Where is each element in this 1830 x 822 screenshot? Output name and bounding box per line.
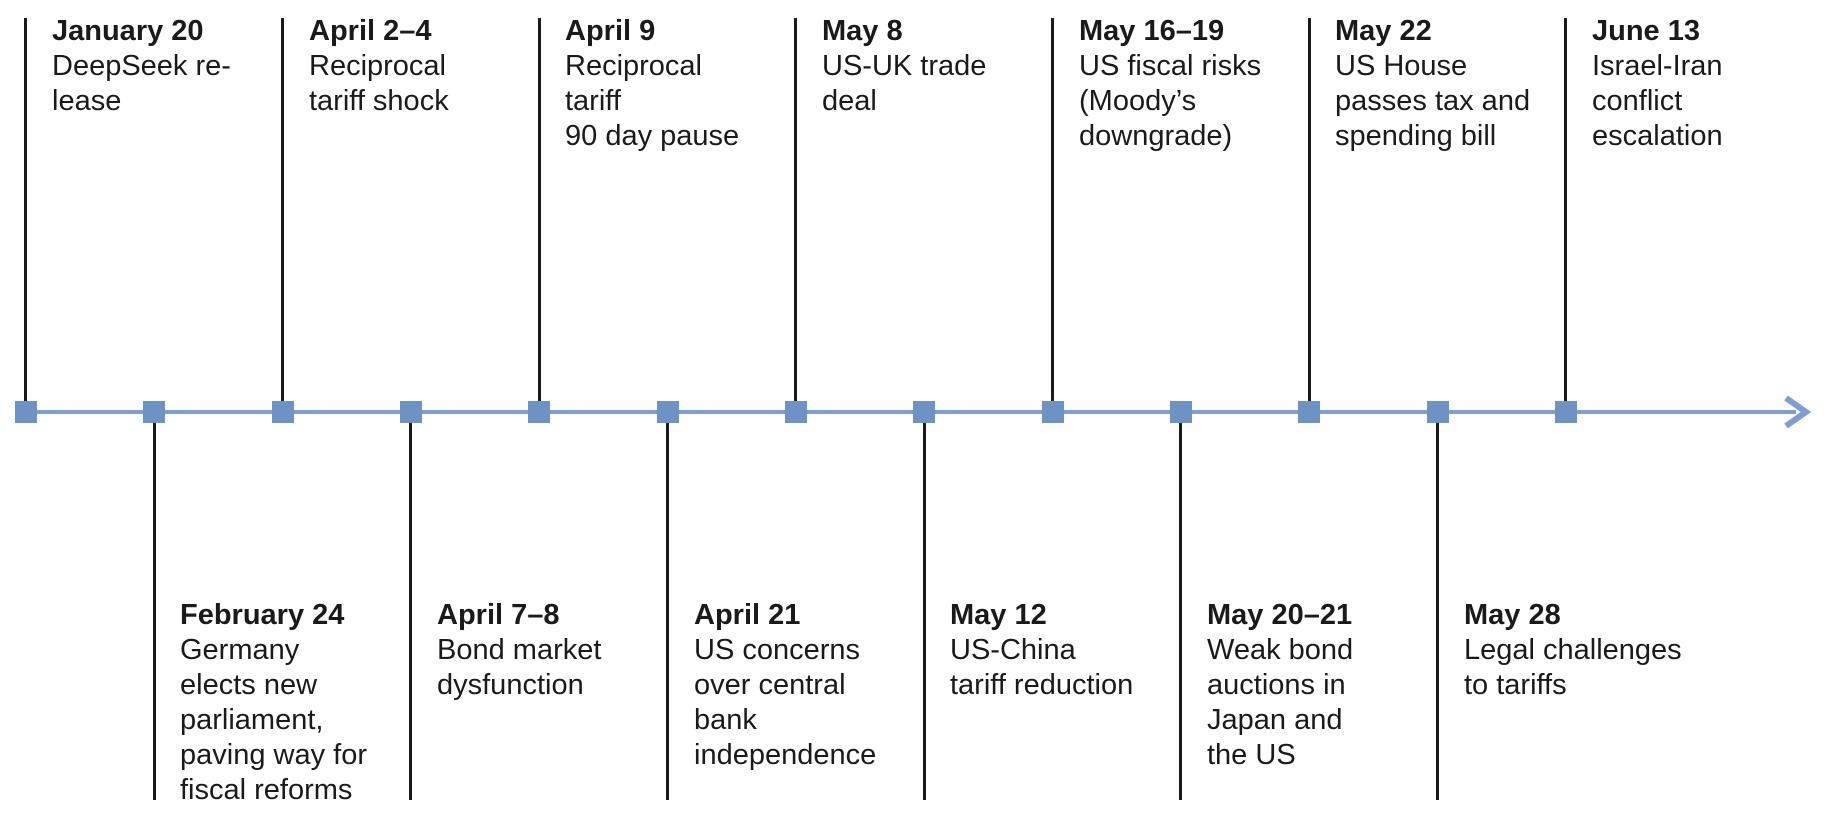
event-description: US-UK trade deal xyxy=(822,50,987,117)
event-above-april-2-4: April 2–4 Reciprocal tariff shock xyxy=(309,14,557,119)
timeline-marker xyxy=(913,401,935,423)
timeline-marker xyxy=(528,401,550,423)
connector-line xyxy=(409,423,412,800)
connector-line xyxy=(153,423,156,800)
event-description: DeepSeek re- lease xyxy=(52,50,231,117)
event-date: April 7–8 xyxy=(437,599,560,631)
event-date: May 12 xyxy=(950,599,1047,631)
event-description: US fiscal risks (Moody’s downgrade) xyxy=(1079,50,1262,152)
event-above-may-22: May 22 US House passes tax and spending … xyxy=(1335,14,1583,154)
event-date: May 8 xyxy=(822,15,903,47)
timeline-axis xyxy=(16,410,1796,414)
event-description: Reciprocal tariff 90 day pause xyxy=(565,50,740,152)
timeline-marker xyxy=(1427,401,1449,423)
event-description: US-China tariff reduction xyxy=(950,634,1134,701)
connector-line xyxy=(666,423,669,800)
event-above-january-20: January 20 DeepSeek re- lease xyxy=(52,14,300,119)
timeline-marker xyxy=(1042,401,1064,423)
event-description: Reciprocal tariff shock xyxy=(309,50,449,117)
event-date: April 21 xyxy=(694,599,801,631)
event-below-april-21: April 21 US concerns over central bank i… xyxy=(694,598,942,773)
event-description: Israel-Iran conflict escalation xyxy=(1592,50,1723,152)
event-description: Weak bond auctions in Japan and the US xyxy=(1207,634,1354,771)
connector-line xyxy=(24,18,27,401)
connector-line xyxy=(281,18,284,401)
event-below-february-24: February 24 Germany elects new parliamen… xyxy=(180,598,428,808)
connector-line xyxy=(923,423,926,800)
event-above-april-9: April 9 Reciprocal tariff 90 day pause xyxy=(565,14,813,154)
timeline-marker xyxy=(1555,401,1577,423)
event-above-may-16-19: May 16–19 US fiscal risks (Moody’s downg… xyxy=(1079,14,1327,154)
timeline-marker xyxy=(1170,401,1192,423)
connector-line xyxy=(1436,423,1439,800)
event-below-may-12: May 12 US-China tariff reduction xyxy=(950,598,1198,703)
arrow-right-icon xyxy=(1784,395,1812,429)
event-date: May 28 xyxy=(1464,599,1561,631)
timeline-marker xyxy=(15,401,37,423)
connector-line xyxy=(1051,18,1054,401)
event-date: May 16–19 xyxy=(1079,15,1225,47)
connector-line xyxy=(794,18,797,401)
timeline-marker xyxy=(143,401,165,423)
event-date: February 24 xyxy=(180,599,345,631)
event-below-april-7-8: April 7–8 Bond market dysfunction xyxy=(437,598,685,703)
event-below-may-20-21: May 20–21 Weak bond auctions in Japan an… xyxy=(1207,598,1455,773)
event-date: April 2–4 xyxy=(309,15,432,47)
event-above-june-13: June 13 Israel-Iran conflict escalation xyxy=(1592,14,1830,154)
timeline-marker xyxy=(400,401,422,423)
event-date: January 20 xyxy=(52,15,204,47)
connector-line xyxy=(1179,423,1182,800)
timeline-marker xyxy=(785,401,807,423)
event-description: Legal challenges to tariffs xyxy=(1464,634,1682,701)
event-below-may-28: May 28 Legal challenges to tariffs xyxy=(1464,598,1712,703)
event-date: June 13 xyxy=(1592,15,1700,47)
event-description: Germany elects new parliament, paving wa… xyxy=(180,634,367,806)
event-date: May 22 xyxy=(1335,15,1432,47)
event-above-may-8: May 8 US-UK trade deal xyxy=(822,14,1070,119)
event-description: US House passes tax and spending bill xyxy=(1335,50,1531,152)
timeline-marker xyxy=(657,401,679,423)
event-date: May 20–21 xyxy=(1207,599,1353,631)
event-description: US concerns over central bank independen… xyxy=(694,634,877,771)
event-description: Bond market dysfunction xyxy=(437,634,602,701)
timeline-marker xyxy=(272,401,294,423)
connector-line xyxy=(1564,18,1567,401)
connector-line xyxy=(538,18,541,401)
connector-line xyxy=(1308,18,1311,401)
timeline-marker xyxy=(1298,401,1320,423)
event-date: April 9 xyxy=(565,15,656,47)
